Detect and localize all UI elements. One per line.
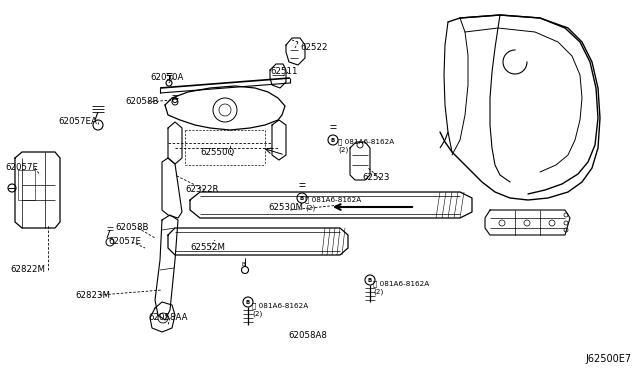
Text: 62530M: 62530M [268,203,303,212]
Text: 62523: 62523 [362,173,390,183]
Text: 62322R: 62322R [185,186,218,195]
Text: 62057EA: 62057EA [58,118,97,126]
Text: 62822M: 62822M [10,266,45,275]
Text: Ⓑ 081A6-8162A
(2): Ⓑ 081A6-8162A (2) [305,196,361,211]
Text: B: B [246,299,250,305]
Text: 62058B: 62058B [125,96,159,106]
Text: 62058A8: 62058A8 [288,330,327,340]
Text: 62552M: 62552M [190,244,225,253]
Text: 62058B: 62058B [115,224,148,232]
Text: 62823M: 62823M [75,291,110,299]
Text: B: B [331,138,335,142]
Text: 62057E: 62057E [108,237,141,247]
Text: Ⓑ 081A6-8162A
(2): Ⓑ 081A6-8162A (2) [338,138,394,153]
Text: 62522: 62522 [300,44,328,52]
Text: Ⓑ 081A6-8162A
(2): Ⓑ 081A6-8162A (2) [373,280,429,295]
Text: 62057E: 62057E [5,164,38,173]
Text: 62511: 62511 [270,67,298,77]
Text: B: B [368,278,372,282]
Text: Ⓑ 081A6-8162A
(2): Ⓑ 081A6-8162A (2) [252,302,308,317]
Text: 62550Q: 62550Q [200,148,234,157]
Text: J62500E7: J62500E7 [586,354,632,364]
Text: 62050A: 62050A [150,74,184,83]
Text: 62058AA: 62058AA [148,314,188,323]
Text: B: B [300,196,304,201]
Text: B: B [241,263,245,267]
